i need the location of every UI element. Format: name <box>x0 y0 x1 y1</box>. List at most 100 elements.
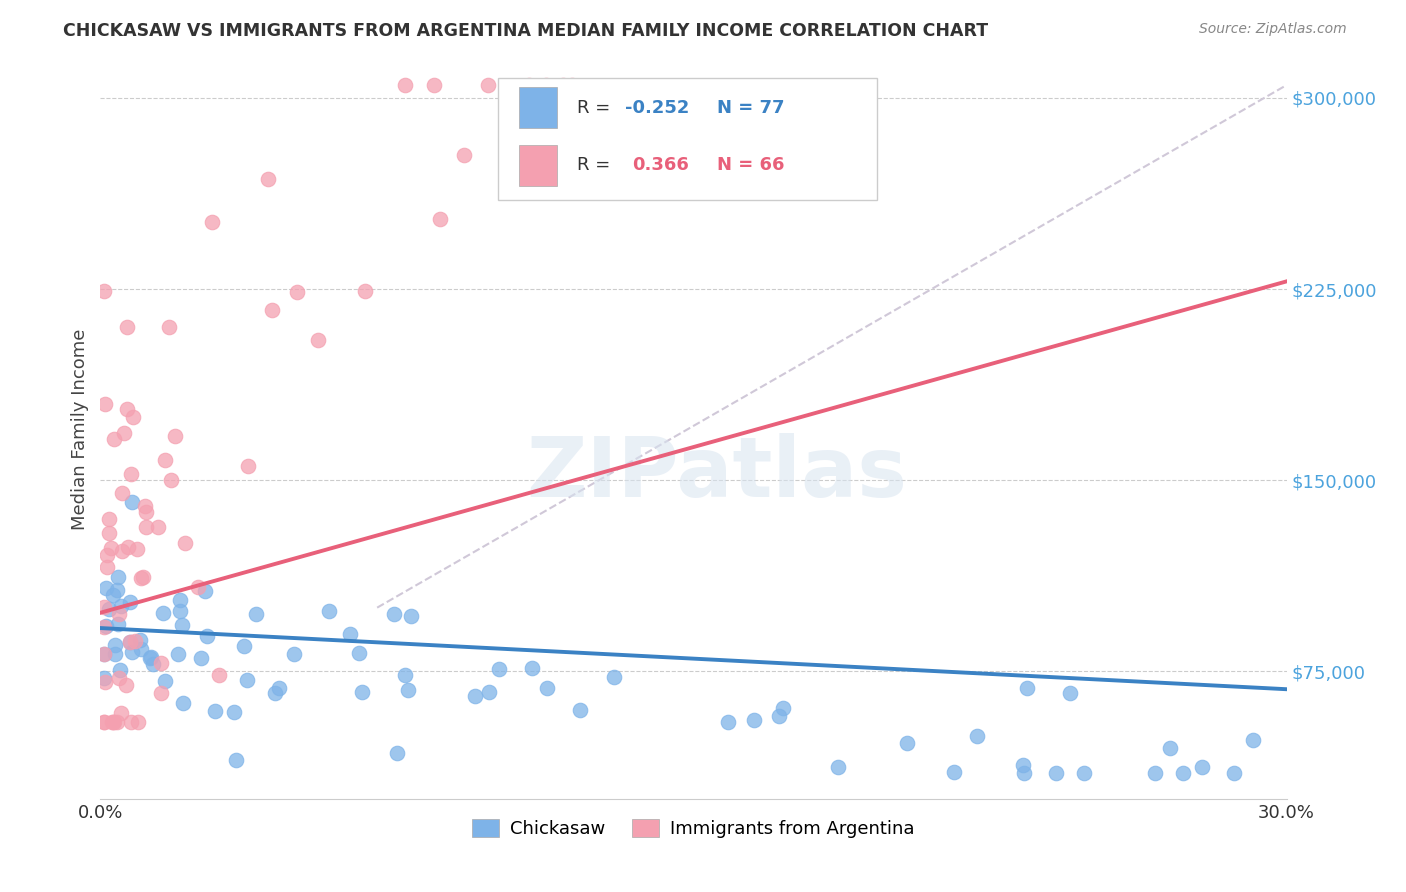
Text: R =: R = <box>578 156 621 174</box>
Point <box>477 78 499 92</box>
Point <box>111 544 134 558</box>
Point <box>155 453 177 467</box>
Point <box>394 668 416 682</box>
Point <box>153 673 176 688</box>
Point <box>165 429 187 443</box>
Y-axis label: Median Family Income: Median Family Income <box>72 328 89 530</box>
Point <box>129 642 152 657</box>
Point <box>94 397 117 411</box>
Point <box>169 604 191 618</box>
Point <box>257 171 280 186</box>
Point <box>172 696 194 710</box>
Point <box>352 685 374 699</box>
Point <box>110 599 132 613</box>
Point <box>120 634 142 648</box>
Point <box>167 647 190 661</box>
Point <box>93 600 115 615</box>
Point <box>603 670 626 684</box>
Point <box>238 458 260 473</box>
Point <box>307 334 329 348</box>
Point <box>110 706 132 720</box>
Point <box>896 736 918 750</box>
Point <box>966 729 988 743</box>
Point <box>117 541 139 555</box>
Point <box>104 638 127 652</box>
Point <box>224 706 246 720</box>
FancyBboxPatch shape <box>498 78 877 200</box>
Point <box>131 570 153 584</box>
Point <box>267 681 290 696</box>
Point <box>150 656 173 670</box>
Point <box>135 505 157 519</box>
Point <box>488 662 510 676</box>
Point <box>208 668 231 682</box>
Point <box>121 410 143 425</box>
Point <box>1241 733 1264 747</box>
Point <box>744 713 766 727</box>
Point <box>561 78 583 92</box>
Point <box>107 570 129 584</box>
Point <box>382 607 405 622</box>
Point <box>1015 681 1038 695</box>
Point <box>717 714 740 729</box>
Point <box>96 559 118 574</box>
Point <box>768 709 790 723</box>
Point <box>148 520 170 534</box>
Text: -0.252: -0.252 <box>624 99 689 117</box>
Point <box>118 634 141 648</box>
Point <box>115 319 138 334</box>
Text: N = 66: N = 66 <box>717 156 785 174</box>
Point <box>93 672 115 686</box>
Point <box>100 541 122 556</box>
Point <box>423 78 446 92</box>
Point <box>93 620 115 634</box>
Point <box>138 650 160 665</box>
Point <box>478 685 501 699</box>
Point <box>534 78 557 92</box>
Point <box>93 715 115 730</box>
Point <box>115 402 138 417</box>
Point <box>396 682 419 697</box>
Legend: Chickasaw, Immigrants from Argentina: Chickasaw, Immigrants from Argentina <box>465 812 922 846</box>
Point <box>187 580 209 594</box>
Point <box>120 595 142 609</box>
Point <box>1223 766 1246 780</box>
Point <box>120 715 142 730</box>
Point <box>157 319 180 334</box>
Point <box>285 285 308 300</box>
Text: R =: R = <box>578 99 616 117</box>
Point <box>93 647 115 661</box>
Point <box>121 645 143 659</box>
Point <box>129 632 152 647</box>
Point <box>1045 766 1067 780</box>
Point <box>1173 766 1195 780</box>
Point <box>174 536 197 550</box>
Point <box>127 542 149 557</box>
Point <box>169 593 191 607</box>
Point <box>194 583 217 598</box>
Point <box>536 681 558 696</box>
Point <box>197 629 219 643</box>
Point <box>318 604 340 618</box>
Text: ZIPatlas: ZIPatlas <box>527 434 908 514</box>
Point <box>135 520 157 534</box>
Point <box>453 148 475 162</box>
Point <box>827 759 849 773</box>
Point <box>93 647 115 661</box>
Point <box>97 526 120 541</box>
Point <box>464 689 486 703</box>
Text: CHICKASAW VS IMMIGRANTS FROM ARGENTINA MEDIAN FAMILY INCOME CORRELATION CHART: CHICKASAW VS IMMIGRANTS FROM ARGENTINA M… <box>63 22 988 40</box>
Point <box>121 495 143 509</box>
Point <box>1143 766 1166 780</box>
Point <box>107 671 129 685</box>
Point <box>262 302 284 317</box>
Point <box>98 512 121 526</box>
Point <box>1059 686 1081 700</box>
Point <box>127 715 149 730</box>
Point <box>1159 741 1181 756</box>
Point <box>170 618 193 632</box>
Point <box>134 500 156 514</box>
Point <box>94 581 117 595</box>
Point <box>347 647 370 661</box>
Point <box>1012 766 1035 780</box>
